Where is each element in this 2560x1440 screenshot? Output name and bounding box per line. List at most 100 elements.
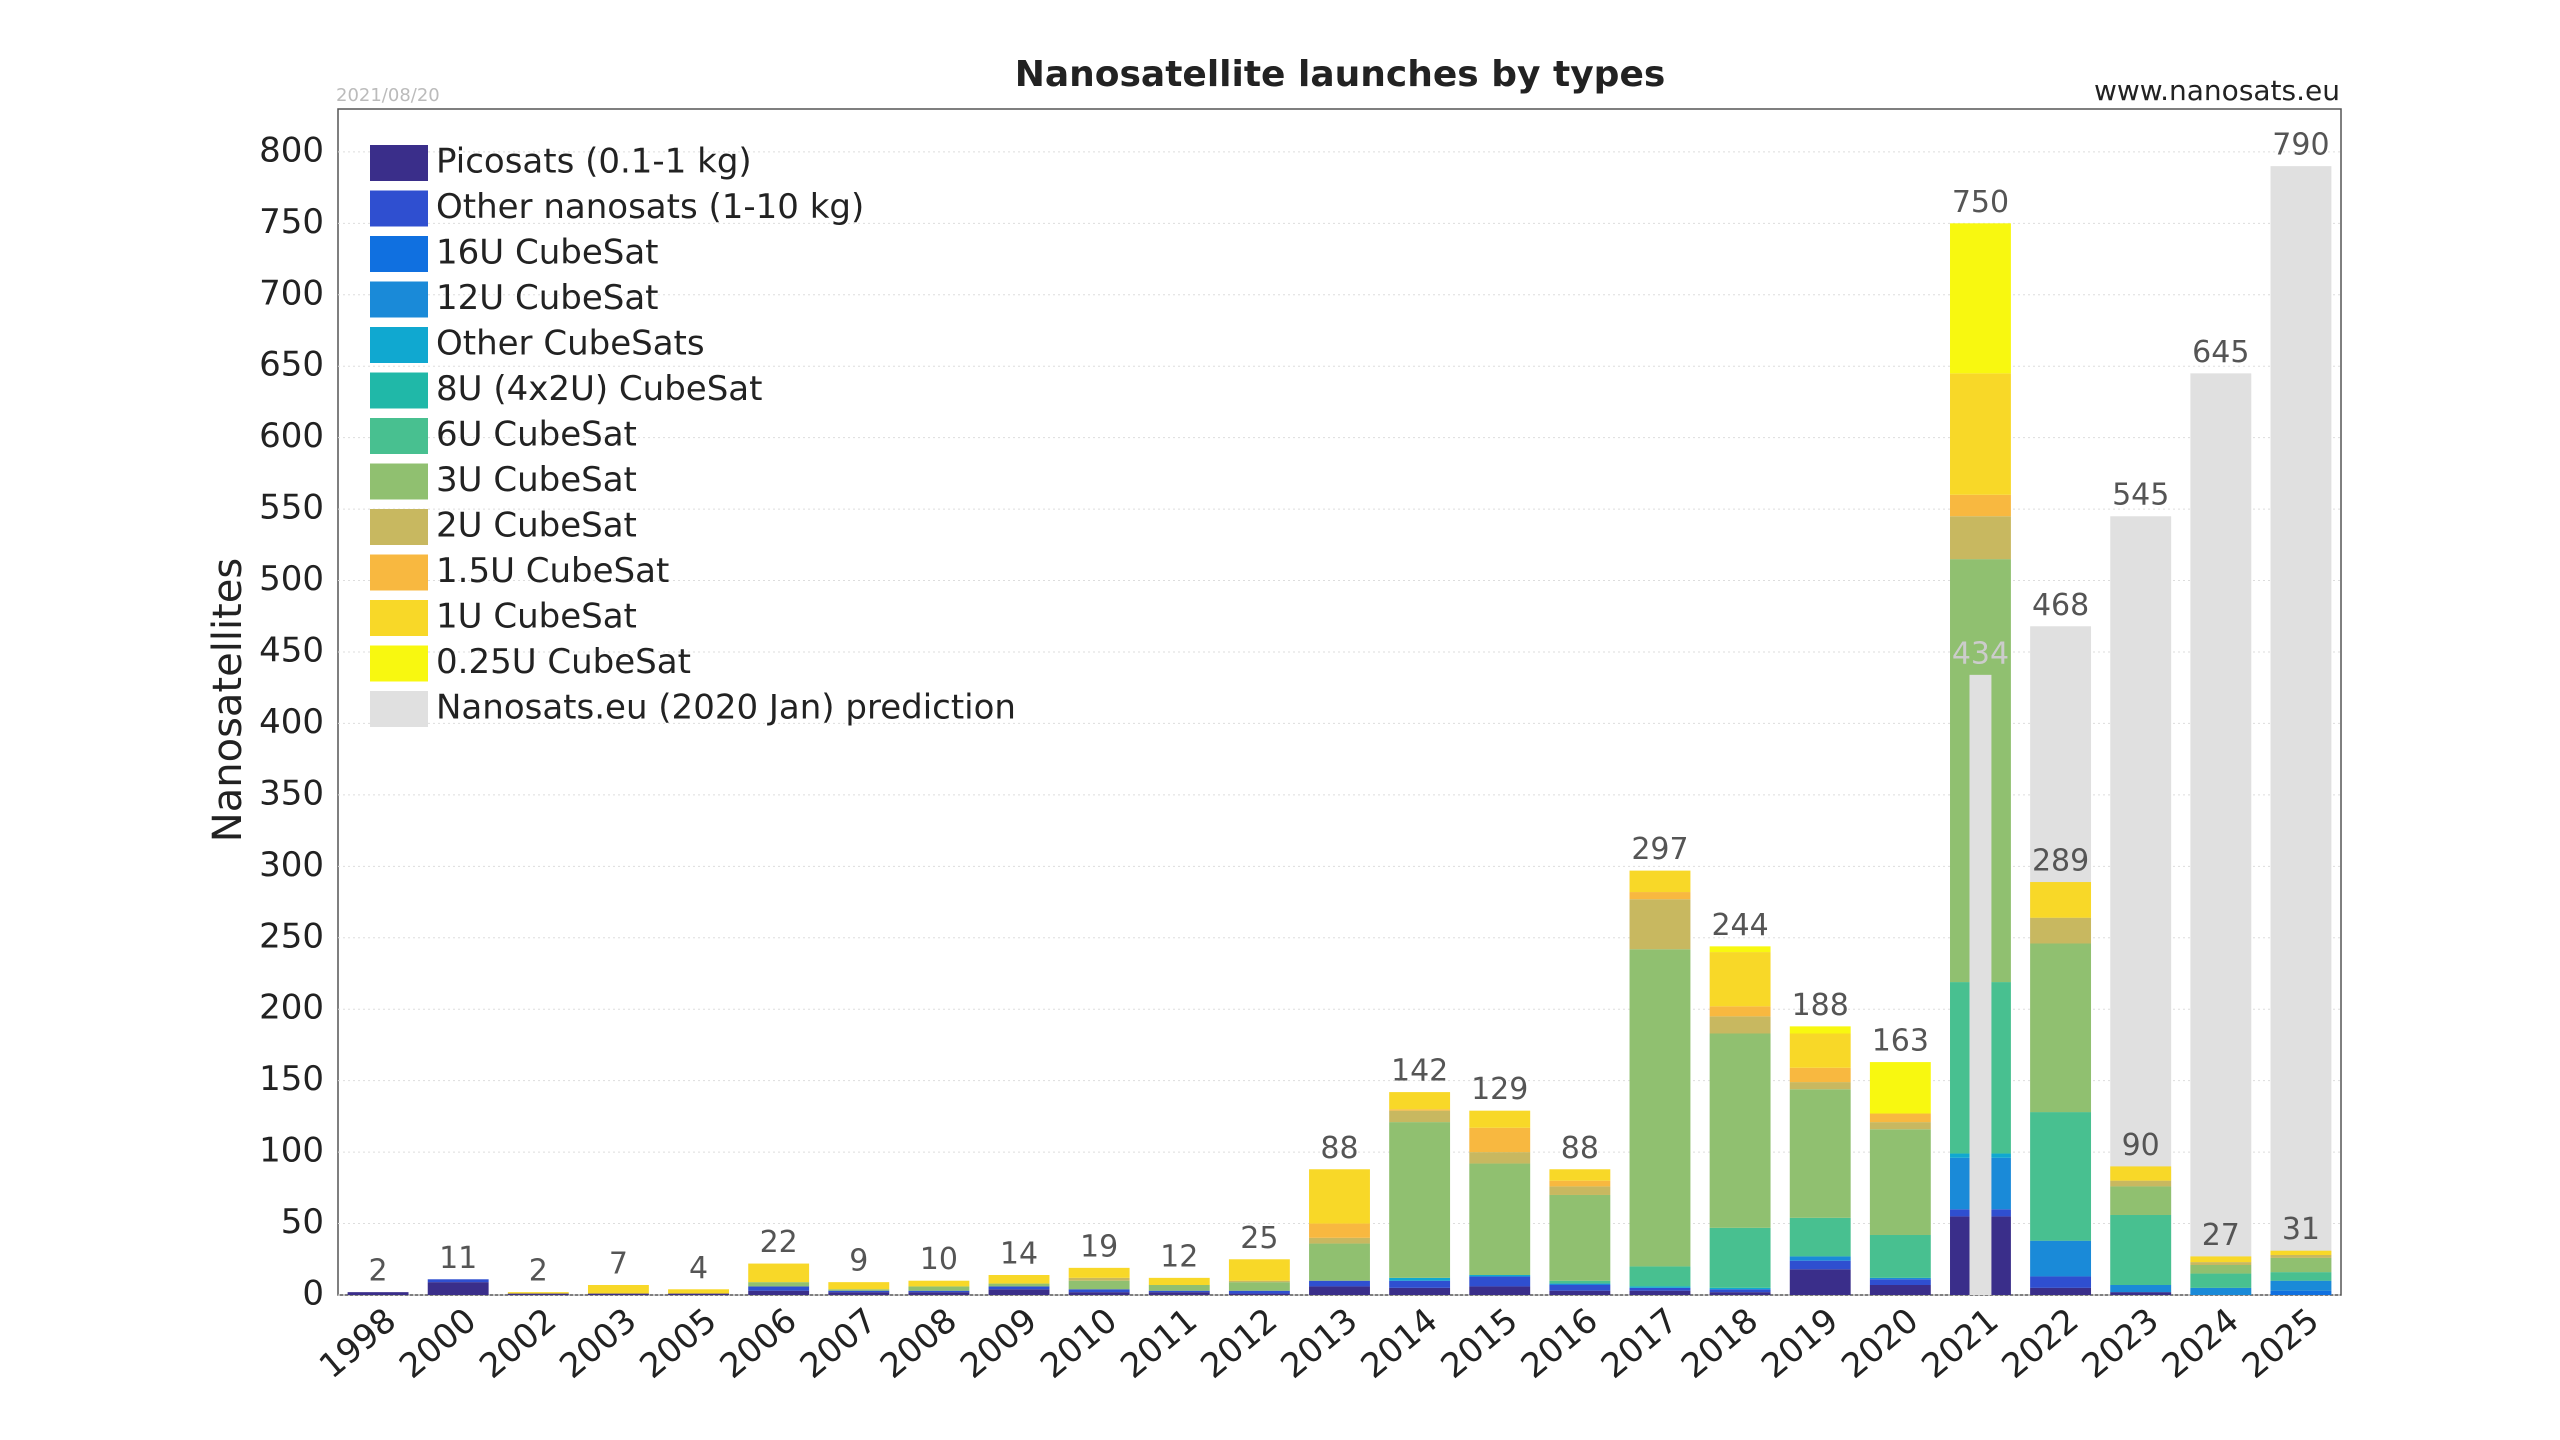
bar-segment xyxy=(1549,1284,1611,1291)
bar-segment xyxy=(1709,1289,1771,1293)
bar-segment xyxy=(908,1280,970,1287)
bar-segment xyxy=(1549,1169,1611,1181)
bar-segment xyxy=(2110,1186,2172,1215)
y-tick-label: 400 xyxy=(259,702,324,742)
bar-segment xyxy=(1549,1186,1611,1195)
bar-segment xyxy=(1789,1260,1851,1270)
bar-segment xyxy=(427,1282,489,1295)
legend-swatch xyxy=(370,645,428,682)
bar-segment xyxy=(1309,1169,1370,1224)
bar-segment xyxy=(1629,1287,1691,1291)
x-tick-label: 2003 xyxy=(552,1301,644,1387)
bar-segment xyxy=(1869,1277,1931,1280)
bar-segment xyxy=(1389,1092,1451,1110)
legend-label: 8U (4x2U) CubeSat xyxy=(436,369,762,409)
x-tick-label: 2023 xyxy=(2075,1301,2167,1387)
bar-segment xyxy=(2190,1273,2252,1288)
bar-segment xyxy=(1389,1122,1451,1278)
bar-segment xyxy=(1709,1016,1771,1034)
bar-segment xyxy=(1389,1277,1451,1281)
bar-segment xyxy=(2110,1180,2172,1187)
bar-segment xyxy=(1789,1033,1851,1068)
x-tick-label: 2006 xyxy=(713,1301,805,1387)
legend-label: 3U CubeSat xyxy=(436,460,637,500)
y-axis-label: Nanosatellites xyxy=(205,558,251,842)
bar-segment xyxy=(1068,1277,1130,1281)
x-tick-label: 2002 xyxy=(472,1301,564,1387)
prediction-label: 468 xyxy=(2032,588,2089,623)
legend-swatch xyxy=(370,190,428,227)
x-tick-label: 2017 xyxy=(1594,1301,1686,1387)
y-tick-label: 200 xyxy=(259,988,324,1028)
bar-segment xyxy=(828,1282,890,1290)
bar-segment xyxy=(1629,1266,1691,1287)
bar-segment xyxy=(2030,917,2092,944)
bar-segment xyxy=(1068,1267,1130,1278)
total-label: 31 xyxy=(2282,1212,2320,1247)
x-tick-label: 2009 xyxy=(953,1301,1045,1387)
bar-segment xyxy=(507,1293,569,1295)
bar-segment xyxy=(1789,1089,1851,1218)
x-tick-label: 2013 xyxy=(1273,1301,1365,1387)
bar-segment xyxy=(2270,1290,2332,1295)
bar-segment xyxy=(1228,1290,1290,1294)
bar-segment xyxy=(1068,1292,1130,1295)
legend-label: Other nanosats (1-10 kg) xyxy=(436,187,864,227)
bar-segment xyxy=(1549,1180,1611,1187)
bar-segment xyxy=(2270,1257,2332,1273)
bar-segment xyxy=(1309,1243,1370,1281)
x-tick-label: 2008 xyxy=(873,1301,965,1387)
bar-segment xyxy=(1869,1284,1931,1295)
bar-segment xyxy=(2030,1240,2092,1277)
x-tick-label: 2011 xyxy=(1113,1301,1205,1387)
bar-segment xyxy=(748,1282,810,1287)
x-tick-label: 2020 xyxy=(1834,1301,1926,1387)
prediction-label: 645 xyxy=(2192,335,2249,370)
total-label: 27 xyxy=(2202,1218,2240,1253)
bar-segment xyxy=(1629,949,1691,1267)
bar-segment xyxy=(908,1286,970,1291)
x-tick-label: 2022 xyxy=(1994,1301,2086,1387)
bar-segment xyxy=(1309,1237,1370,1244)
total-label: 129 xyxy=(1471,1072,1528,1107)
total-label: 7 xyxy=(609,1246,628,1281)
bar-segment xyxy=(1869,1129,1931,1235)
prediction-label: 790 xyxy=(2272,128,2329,163)
total-label: 750 xyxy=(1952,185,2009,220)
bar-segment xyxy=(507,1292,569,1294)
bar-segment xyxy=(1789,1217,1851,1257)
bar-segment xyxy=(1869,1062,1931,1114)
bar-segment xyxy=(668,1293,729,1295)
total-label: 244 xyxy=(1711,908,1768,943)
bar-segment xyxy=(1148,1277,1210,1285)
bar-segment xyxy=(347,1292,409,1295)
prediction-bar xyxy=(2190,373,2252,1296)
bar-segment xyxy=(1869,1234,1931,1278)
date: 2021/08/20 xyxy=(336,85,440,106)
y-tick-label: 100 xyxy=(259,1131,324,1171)
total-label: 88 xyxy=(1561,1131,1599,1166)
total-label: 188 xyxy=(1792,988,1849,1023)
y-tick-label: 500 xyxy=(259,559,324,599)
bar-segment xyxy=(2270,1250,2332,1255)
bar-segment xyxy=(748,1263,810,1283)
total-label: 11 xyxy=(439,1241,477,1276)
legend-swatch xyxy=(370,509,428,545)
bar-segment xyxy=(988,1286,1050,1290)
bar-segment xyxy=(1869,1279,1931,1285)
bar-segment xyxy=(1629,892,1691,900)
bar-segment xyxy=(1950,516,2011,560)
bar-segment xyxy=(1469,1152,1531,1164)
prediction-bar xyxy=(2270,166,2332,1296)
total-label: 88 xyxy=(1320,1131,1358,1166)
total-label: 25 xyxy=(1240,1221,1278,1256)
bar-segment xyxy=(2030,1112,2092,1241)
bar-segment xyxy=(2110,1166,2172,1181)
x-tick-label: 2014 xyxy=(1354,1301,1446,1387)
legend-label: 0.25U CubeSat xyxy=(436,642,691,682)
bar-segment xyxy=(1389,1280,1451,1288)
bar-segment xyxy=(1629,899,1691,950)
x-tick-label: 1998 xyxy=(312,1301,404,1387)
bar-segment xyxy=(1228,1280,1290,1283)
